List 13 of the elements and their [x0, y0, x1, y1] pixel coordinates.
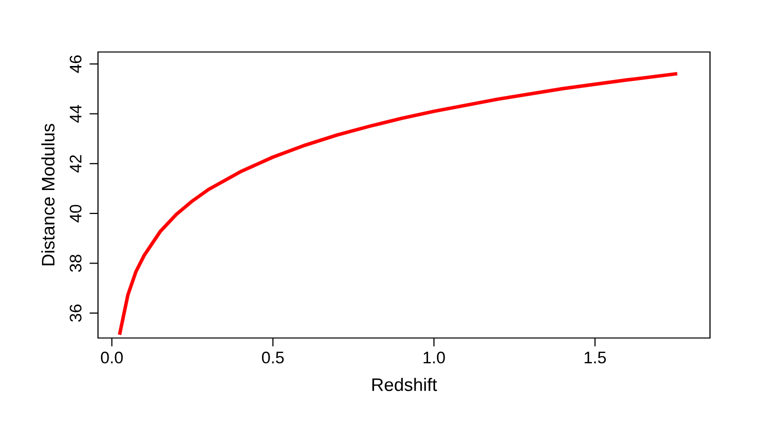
y-tick-label: 42 [70, 155, 82, 172]
y-tick-label: 44 [70, 105, 82, 123]
x-tick-label: 0.5 [262, 352, 284, 364]
y-tick-label: 40 [70, 204, 82, 222]
x-axis-title: Redshift [372, 378, 437, 392]
y-tick-label: 36 [70, 304, 82, 322]
line-series [118, 72, 678, 335]
y-axis-title: Distance Modulus [41, 124, 55, 266]
x-tick-label: 1.0 [424, 352, 445, 364]
y-tick-label: 46 [70, 55, 82, 73]
y-tick-label: 38 [70, 254, 82, 272]
x-tick-label: 1.5 [584, 352, 606, 364]
x-tick-label: 0.0 [100, 352, 123, 364]
